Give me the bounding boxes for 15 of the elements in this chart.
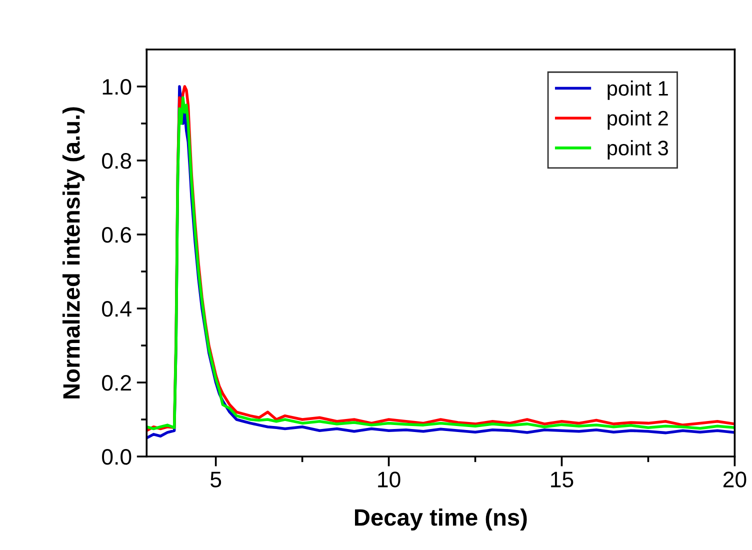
y-tick-label: 0.6 (102, 227, 132, 243)
y-tick-label: 0.0 (102, 449, 132, 465)
x-tick-label: 20 (723, 472, 746, 488)
legend-label: point 2 (608, 110, 668, 130)
y-tick-label: 1.0 (102, 79, 132, 95)
legend-label: point 3 (608, 140, 668, 160)
y-tick-label: 0.2 (102, 375, 131, 391)
x-axis-title: Decay time (ns) (354, 508, 527, 530)
x-tick-label: 15 (551, 472, 574, 488)
x-tick-label: 10 (378, 472, 400, 488)
y-tick-label: 0.8 (102, 153, 132, 169)
y-tick-label: 0.4 (102, 301, 132, 317)
legend-label: point 1 (608, 80, 668, 100)
x-tick-label: 5 (210, 472, 222, 488)
y-axis-title: Normalized intensity (a.u.) (62, 107, 84, 398)
